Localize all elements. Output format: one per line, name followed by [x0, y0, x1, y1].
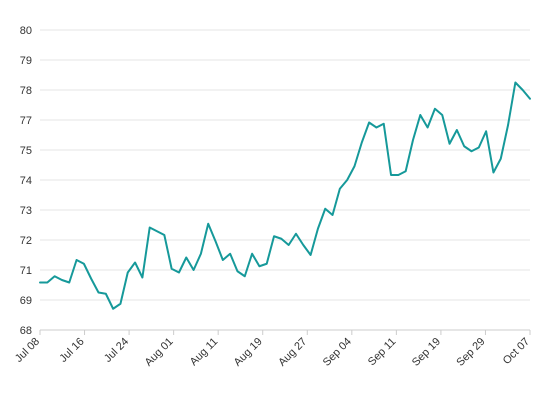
x-tick-label: Oct 07: [501, 336, 532, 367]
x-tick-label: Sep 29: [454, 336, 487, 369]
y-tick-label: 74: [20, 175, 32, 187]
x-tick-label: Sep 04: [321, 336, 354, 369]
series-line: [39, 81, 531, 310]
x-tick-label: Jul 16: [57, 336, 86, 365]
y-axis-ticks: 68 69 71 72 73 74 75 77 78 79 80: [20, 25, 32, 337]
y-tick-label: 77: [20, 115, 32, 127]
y-tick-label: 69: [20, 295, 32, 307]
x-tick-label: Aug 19: [232, 336, 265, 369]
y-tick-label: 78: [20, 85, 32, 97]
y-tick-label: 73: [20, 205, 32, 217]
x-tick-label: Aug 01: [143, 336, 176, 369]
x-axis-ticks: Jul 08 Jul 16 Jul 24 Aug 01 Aug 11 Aug 19 Aug …: [13, 330, 532, 369]
series-layer: [39, 81, 531, 310]
x-tick-label: Aug 11: [188, 336, 221, 369]
y-tick-label: 72: [20, 235, 32, 247]
x-tick-label: Aug 27: [276, 336, 309, 369]
y-tick-label: 75: [20, 145, 32, 157]
x-tick-label: Sep 11: [366, 336, 399, 369]
x-tick-label: Jul 08: [13, 336, 42, 365]
y-tick-label: 68: [20, 325, 32, 337]
y-tick-label: 71: [20, 265, 32, 277]
grid-lines: [40, 29, 530, 301]
y-tick-label: 79: [20, 55, 32, 67]
y-tick-label: 80: [20, 25, 32, 37]
x-tick-label: Jul 24: [102, 336, 131, 365]
x-tick-label: Sep 19: [410, 336, 443, 369]
